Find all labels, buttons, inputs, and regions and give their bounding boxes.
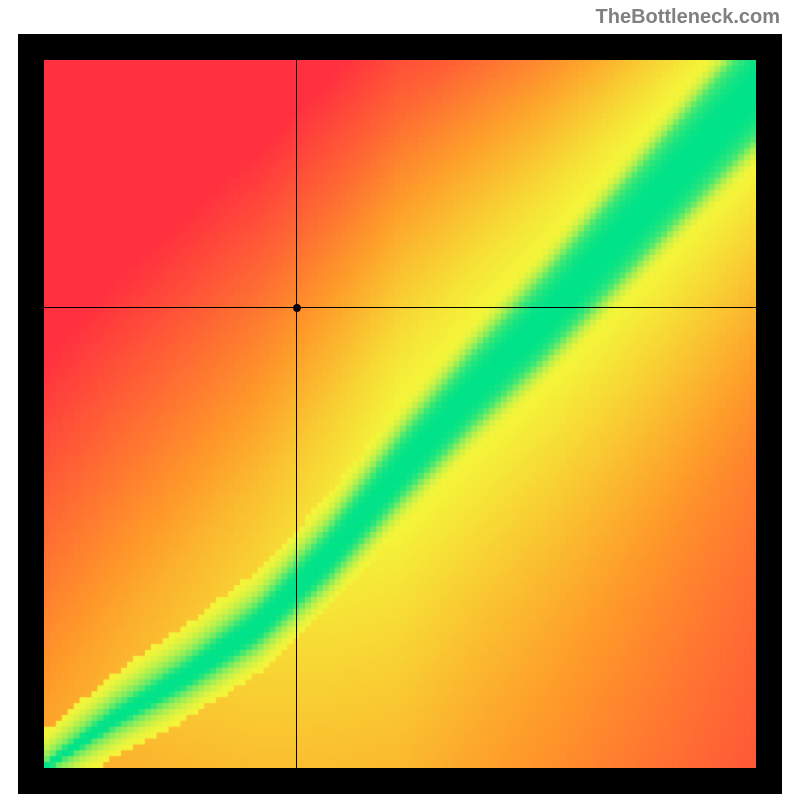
frame-bottom <box>18 768 782 794</box>
chart-container: TheBottleneck.com <box>0 0 800 800</box>
selection-marker <box>293 304 301 312</box>
watermark-text: TheBottleneck.com <box>596 6 780 29</box>
bottleneck-heatmap <box>44 60 756 768</box>
frame-top <box>18 34 782 60</box>
frame-left <box>18 34 44 794</box>
crosshair-vertical <box>296 60 297 768</box>
frame-right <box>756 34 782 794</box>
crosshair-horizontal <box>44 307 756 308</box>
